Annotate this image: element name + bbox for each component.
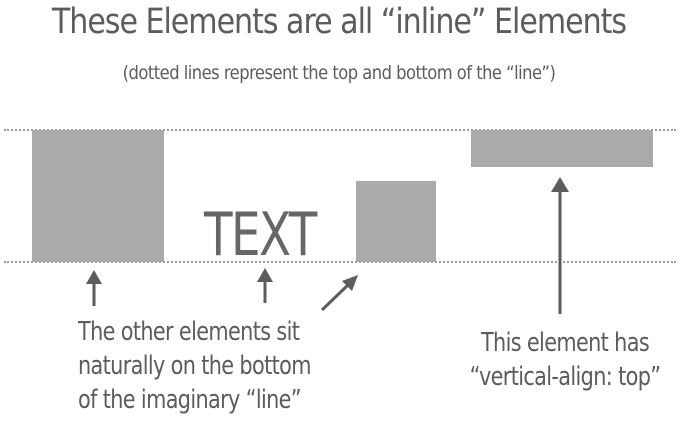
diagram-subtitle: (dotted lines represent the top and bott… bbox=[122, 62, 556, 84]
arrow-left-box-head bbox=[86, 270, 102, 284]
inline-text-element: TEXT bbox=[204, 200, 317, 270]
caption-right-line-1: This element has bbox=[480, 328, 650, 358]
caption-left-line-3: of the imaginary “line” bbox=[78, 385, 302, 415]
medium-inline-box bbox=[356, 181, 436, 262]
arrow-medium-box-shaft bbox=[320, 282, 351, 312]
line-top-dotted bbox=[4, 129, 676, 131]
large-inline-box bbox=[32, 130, 164, 262]
caption-vertical-align-top: This element has “vertical-align: top” bbox=[449, 326, 678, 394]
diagram-title: These Elements are all “inline” Elements bbox=[51, 2, 627, 42]
line-bottom-dotted bbox=[4, 261, 676, 263]
caption-left-line-2: naturally on the bottom bbox=[78, 351, 311, 381]
arrow-text-head bbox=[257, 268, 273, 282]
arrow-top-box-head bbox=[551, 177, 569, 192]
top-aligned-box bbox=[471, 130, 653, 167]
arrow-medium-box-head bbox=[342, 275, 358, 291]
caption-right-line-2: “vertical-align: top” bbox=[469, 362, 661, 392]
caption-other-elements: The other elements sit naturally on the … bbox=[78, 315, 311, 417]
caption-left-line-1: The other elements sit bbox=[78, 317, 300, 347]
